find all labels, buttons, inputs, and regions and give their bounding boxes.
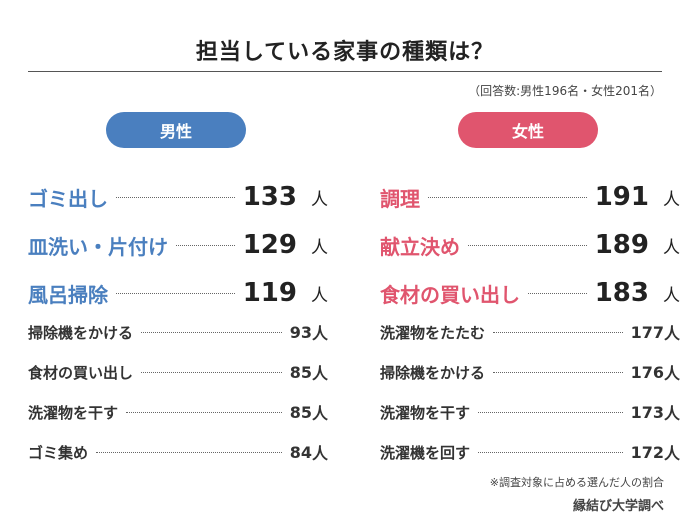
male-column: 男性 ゴミ出し 133 人皿洗い・片付け 129 人風呂掃除 119 人掃除機をかける 93 人… [28,112,328,463]
female-row-leader [528,292,587,294]
male-row-2: 皿洗い・片付け 129 人 [28,230,328,260]
male-row-label: 食材の買い出し [28,363,134,382]
female-row-unit: 人 [663,364,680,383]
female-row-unit: 人 [663,324,680,343]
female-row-value: 189 [594,230,649,260]
female-row-5: 掃除機をかける 176 人 [380,360,680,384]
title-divider [28,71,662,72]
chart-title: 担当している家事の種類は？ [195,40,495,65]
male-row-4: 掃除機をかける 93 人 [28,320,328,344]
female-row-leader [478,451,623,453]
female-row-value: 183 [594,278,649,308]
male-row-5: 食材の買い出し 85 人 [28,360,328,384]
male-row-label: ゴミ出し [28,186,108,211]
male-row-label: 皿洗い・片付け [28,234,168,259]
female-row-value: 173 [630,402,664,422]
male-row-value: 85 [289,402,312,422]
male-row-unit: 人 [311,364,328,383]
female-row-label: 献立決め [380,234,460,259]
female-row-7: 洗濯機を回す 172 人 [380,440,680,464]
male-row-3: 風呂掃除 119 人 [28,278,328,308]
male-row-label: 掃除機をかける [28,323,134,342]
male-row-leader [141,371,282,373]
female-row-2: 献立決め 189 人 [380,230,680,260]
male-row-unit: 人 [311,285,328,306]
male-row-leader [116,196,235,198]
female-row-4: 洗濯物をたたむ 177 人 [380,320,680,344]
male-row-unit: 人 [311,404,328,423]
male-row-unit: 人 [311,189,328,210]
female-row-unit: 人 [663,444,680,463]
female-row-value: 176 [630,362,664,382]
male-row-label: 洗濯物を干す [28,403,119,422]
male-header-pill: 男性 [106,112,246,148]
female-row-leader [493,331,623,333]
female-row-1: 調理 191 人 [380,182,680,212]
male-row-unit: 人 [311,237,328,258]
male-row-leader [96,451,282,453]
female-row-label: 食材の買い出し [380,282,520,307]
male-row-value: 93 [289,322,312,342]
male-row-6: 洗濯物を干す 85 人 [28,400,328,424]
female-row-label: 洗濯機を回す [380,443,471,462]
female-row-6: 洗濯物を干す 173 人 [380,400,680,424]
respondent-note: （回答数:男性196名・女性201名） [468,84,662,98]
male-row-7: ゴミ集め 84 人 [28,440,328,464]
female-row-leader [478,411,623,413]
male-row-value: 133 [242,182,297,212]
female-row-label: 掃除機をかける [380,363,486,382]
male-row-value: 119 [242,278,297,308]
female-row-value: 191 [594,182,649,212]
male-row-leader [176,244,235,246]
footnote: ※調査対象に占める選んだ人の割合 [489,476,664,489]
female-row-leader [468,244,587,246]
female-row-value: 177 [630,322,664,342]
male-row-leader [126,411,282,413]
male-row-unit: 人 [311,444,328,463]
female-row-unit: 人 [663,189,680,210]
female-row-unit: 人 [663,237,680,258]
female-row-label: 調理 [380,186,420,211]
female-row-unit: 人 [663,285,680,306]
male-row-leader [116,292,235,294]
female-row-unit: 人 [663,404,680,423]
male-row-value: 84 [289,442,312,462]
source-credit: 縁結び大学調べ [572,499,664,514]
male-row-label: ゴミ集め [28,443,89,462]
female-header-pill: 女性 [458,112,598,148]
male-row-label: 風呂掃除 [28,282,108,307]
male-row-value: 129 [242,230,297,260]
female-row-label: 洗濯物を干す [380,403,471,422]
female-row-leader [428,196,587,198]
female-row-3: 食材の買い出し 183 人 [380,278,680,308]
female-row-value: 172 [630,442,664,462]
female-row-label: 洗濯物をたたむ [380,323,486,342]
male-row-leader [141,331,282,333]
male-row-1: ゴミ出し 133 人 [28,182,328,212]
female-row-leader [493,371,623,373]
male-row-unit: 人 [311,324,328,343]
female-column: 女性 調理 191 人献立決め 189 人食材の買い出し 183 人洗濯物をたたむ 177 人掃… [380,112,680,463]
male-row-value: 85 [289,362,312,382]
